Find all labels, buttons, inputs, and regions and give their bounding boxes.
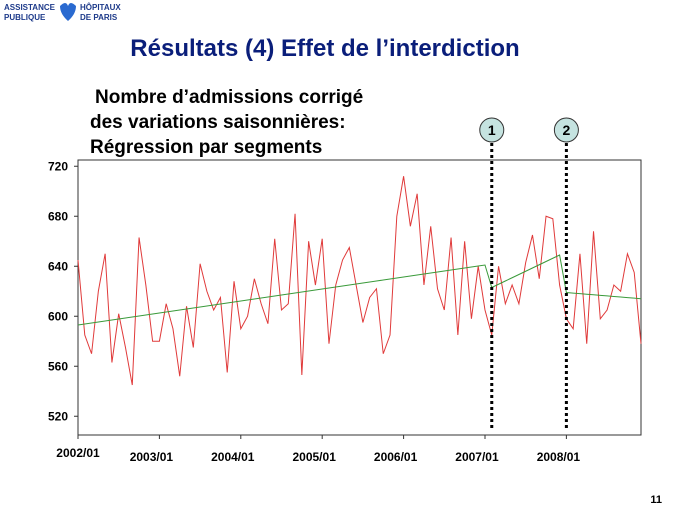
- chart-subtitle: des variations saisonnières:: [90, 112, 346, 133]
- logo-text: DE PARIS: [80, 13, 118, 22]
- y-tick-label: 600: [48, 309, 68, 323]
- series-line: [77, 176, 642, 386]
- series-line: [77, 254, 642, 326]
- x-tick-label: 2005/01: [292, 450, 336, 464]
- x-tick-label: 2003/01: [130, 450, 174, 464]
- y-tick-label: 560: [48, 359, 68, 373]
- break-label: 2: [562, 122, 570, 138]
- x-tick-label: 2008/01: [537, 450, 581, 464]
- break-marker: [479, 117, 505, 143]
- chart-subtitle: Nombre d’admissions corrigé: [95, 87, 363, 108]
- break-label: 1: [488, 122, 496, 138]
- logo: ASSISTANCE PUBLIQUE HÔPITAUX DE PARIS: [4, 3, 121, 22]
- y-tick-label: 680: [48, 209, 68, 223]
- y-tick-label: 520: [48, 409, 68, 423]
- x-tick-label: 2006/01: [374, 450, 418, 464]
- slide-title: Résultats (4) Effet de l’interdiction: [130, 35, 519, 62]
- logo-heart: [60, 3, 76, 21]
- x-tick-label: 2002/01: [56, 446, 100, 460]
- y-tick-label: 640: [48, 259, 68, 273]
- slide-number: 11: [650, 494, 662, 506]
- logo-text: ASSISTANCE: [4, 3, 56, 12]
- plot-frame: [77, 159, 642, 436]
- y-tick-label: 720: [48, 159, 68, 173]
- logo-text: PUBLIQUE: [4, 13, 46, 22]
- x-tick-label: 2007/01: [455, 450, 499, 464]
- chart-subtitle: Régression par segments: [90, 137, 322, 158]
- x-tick-label: 2004/01: [211, 450, 255, 464]
- break-marker: [553, 117, 579, 143]
- logo-text: HÔPITAUX: [80, 3, 121, 12]
